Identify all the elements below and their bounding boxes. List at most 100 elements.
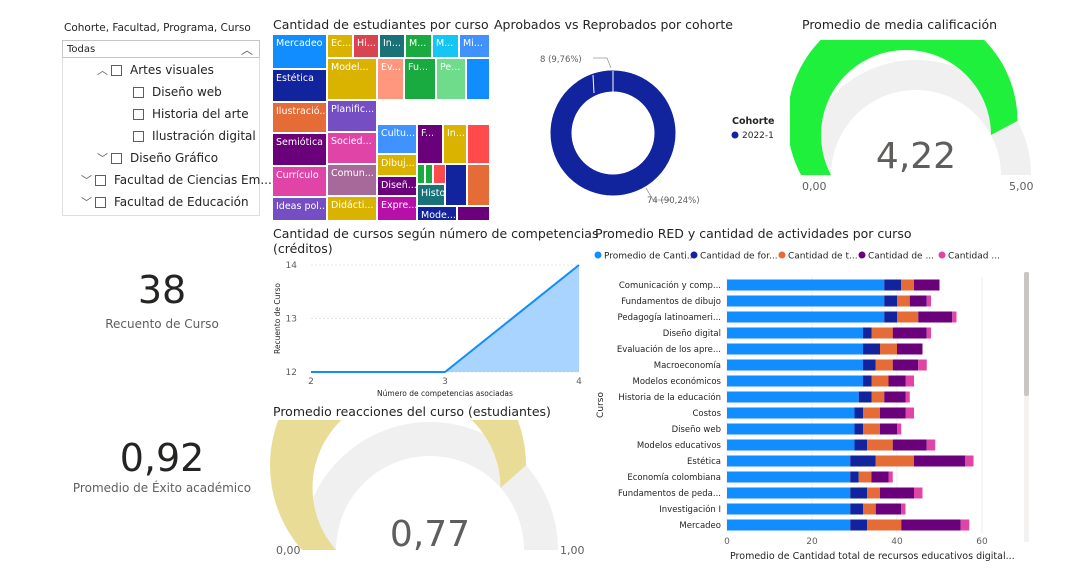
bar-segment[interactable] <box>863 503 876 515</box>
bar-segment[interactable] <box>960 519 970 531</box>
bar-segment[interactable] <box>863 343 880 355</box>
bar-segment[interactable] <box>867 439 893 451</box>
treemap-tile[interactable]: F... <box>417 124 443 164</box>
treemap-tile[interactable]: In... <box>379 34 405 58</box>
treemap-tile[interactable]: Semiótica <box>272 133 327 166</box>
bar-segment[interactable] <box>863 407 880 419</box>
bar-segment[interactable] <box>867 519 902 531</box>
bar-segment[interactable] <box>863 423 880 435</box>
bar-segment[interactable] <box>952 311 957 323</box>
bar-segment[interactable] <box>863 375 872 387</box>
gauge-calif[interactable]: 4,22 0,00 5,00 <box>790 40 1050 200</box>
bar-segment[interactable] <box>901 279 914 291</box>
treemap-tile[interactable]: Pe... <box>436 58 466 100</box>
treemap-tile[interactable]: Ilustració... <box>272 102 327 133</box>
treemap-tile[interactable]: Didácti... <box>327 196 377 221</box>
bar-segment[interactable] <box>905 407 915 419</box>
treemap-tile[interactable] <box>467 164 490 206</box>
treemap[interactable]: Mercadeo Ec... Hi... In... M... M... Mi... Esté… <box>272 34 490 221</box>
treemap-tile[interactable]: Ec... <box>327 34 353 58</box>
bar-segment[interactable] <box>880 487 914 499</box>
bar-segment[interactable] <box>892 439 927 451</box>
treemap-tile[interactable]: Comun... <box>327 164 377 196</box>
bar-segment[interactable] <box>850 455 876 467</box>
legend-label[interactable]: Cantidad de t... <box>788 252 858 262</box>
bar-segment[interactable] <box>884 295 897 307</box>
bar-segment[interactable] <box>905 391 910 403</box>
donut-legend-item[interactable]: 2022-1 <box>742 131 774 141</box>
bar-segment[interactable] <box>871 327 893 339</box>
bar-segment[interactable] <box>926 295 931 307</box>
bar-segment[interactable] <box>888 375 906 387</box>
bar-segment[interactable] <box>727 375 863 387</box>
treemap-tile[interactable]: Fu... <box>404 58 436 100</box>
bar-segment[interactable] <box>880 423 897 435</box>
treemap-tile[interactable]: Diseñ... <box>377 176 417 196</box>
bar-segment[interactable] <box>854 407 864 419</box>
chevron-down-icon[interactable]: ﹀ <box>97 152 108 165</box>
legend-label[interactable]: Cantidad de ... <box>868 252 934 262</box>
slicer-item[interactable]: Diseño web <box>133 83 222 101</box>
treemap-tile[interactable]: Currículo <box>272 166 327 197</box>
bar-segment[interactable] <box>867 487 880 499</box>
bar-segment[interactable] <box>901 519 961 531</box>
slicer-item[interactable]: ﹀ Facultad de Ciencias Em... <box>81 171 272 189</box>
treemap-tile[interactable]: Mi... <box>459 34 490 58</box>
legend-label[interactable]: Cantidad ... <box>948 252 1000 262</box>
bar-segment[interactable] <box>884 391 906 403</box>
treemap-tile[interactable]: M... <box>432 34 459 58</box>
treemap-tile[interactable]: Hi... <box>353 34 379 58</box>
bar-segment[interactable] <box>727 279 885 291</box>
donut-chart[interactable]: 8 (9,76%) 74 (90,24%) Cohorte 2022-1 <box>490 34 790 214</box>
slicer-item[interactable]: ﹀ Diseño Gráfico <box>97 149 218 167</box>
donut-slice-approved[interactable] <box>550 70 676 196</box>
slicer-item[interactable]: Ilustración digital <box>133 127 256 145</box>
bar-segment[interactable] <box>914 487 923 499</box>
competencias-chart[interactable]: 12 13 14 2 3 4 Número de competencias asociada… <box>270 256 590 404</box>
gauge-reacciones[interactable]: 0,77 0,00 1,00 <box>270 420 590 568</box>
slicer-item[interactable]: Historia del arte <box>133 105 249 123</box>
bar-segment[interactable] <box>909 295 927 307</box>
treemap-tile[interactable]: Histor... <box>417 184 445 206</box>
treemap-tile[interactable] <box>425 164 433 184</box>
bar-segment[interactable] <box>727 423 855 435</box>
slicer-item[interactable]: ﹀ Facultad de Educación <box>81 193 249 211</box>
checkbox[interactable] <box>133 86 144 98</box>
red-activities-chart[interactable]: Promedio de Canti... Cantidad de for... Ca… <box>590 244 1030 568</box>
slicer-item[interactable]: ︿ Artes visuales <box>97 61 214 79</box>
bar-segment[interactable] <box>875 359 893 371</box>
bar-segment[interactable] <box>897 311 919 323</box>
bar-segment[interactable] <box>727 343 863 355</box>
bar-segment[interactable] <box>884 311 897 323</box>
bar-segment[interactable] <box>875 455 914 467</box>
bar-segment[interactable] <box>850 487 868 499</box>
bar-segment[interactable] <box>727 311 885 323</box>
bar-segment[interactable] <box>863 359 876 371</box>
treemap-tile[interactable]: Estética <box>272 69 327 102</box>
treemap-tile[interactable] <box>417 164 425 184</box>
bar-segment[interactable] <box>871 375 889 387</box>
bar-segment[interactable] <box>858 471 872 483</box>
bar-segment[interactable] <box>905 375 915 387</box>
bar-segment[interactable] <box>854 439 868 451</box>
treemap-tile[interactable] <box>445 164 467 206</box>
bar-segment[interactable] <box>897 343 923 355</box>
bar-segment[interactable] <box>727 519 851 531</box>
bar-segment[interactable] <box>727 439 855 451</box>
bar-segment[interactable] <box>863 327 872 339</box>
treemap-tile[interactable]: In... <box>443 124 467 164</box>
bar-segment[interactable] <box>875 503 902 515</box>
bar-segment[interactable] <box>914 455 965 467</box>
bar-segment[interactable] <box>850 471 859 483</box>
chevron-up-icon[interactable]: ︿ <box>97 64 108 77</box>
treemap-tile[interactable] <box>466 58 490 100</box>
bar-segment[interactable] <box>880 407 906 419</box>
bar-segment[interactable] <box>727 359 863 371</box>
bar-segment[interactable] <box>727 503 851 515</box>
treemap-tile[interactable]: Mode... <box>417 206 457 221</box>
slicer-dropdown[interactable]: Todas ︿ <box>62 40 260 58</box>
bar-segment[interactable] <box>880 343 897 355</box>
treemap-tile[interactable] <box>457 206 490 221</box>
bar-segment[interactable] <box>727 471 851 483</box>
bar-segment[interactable] <box>892 327 927 339</box>
